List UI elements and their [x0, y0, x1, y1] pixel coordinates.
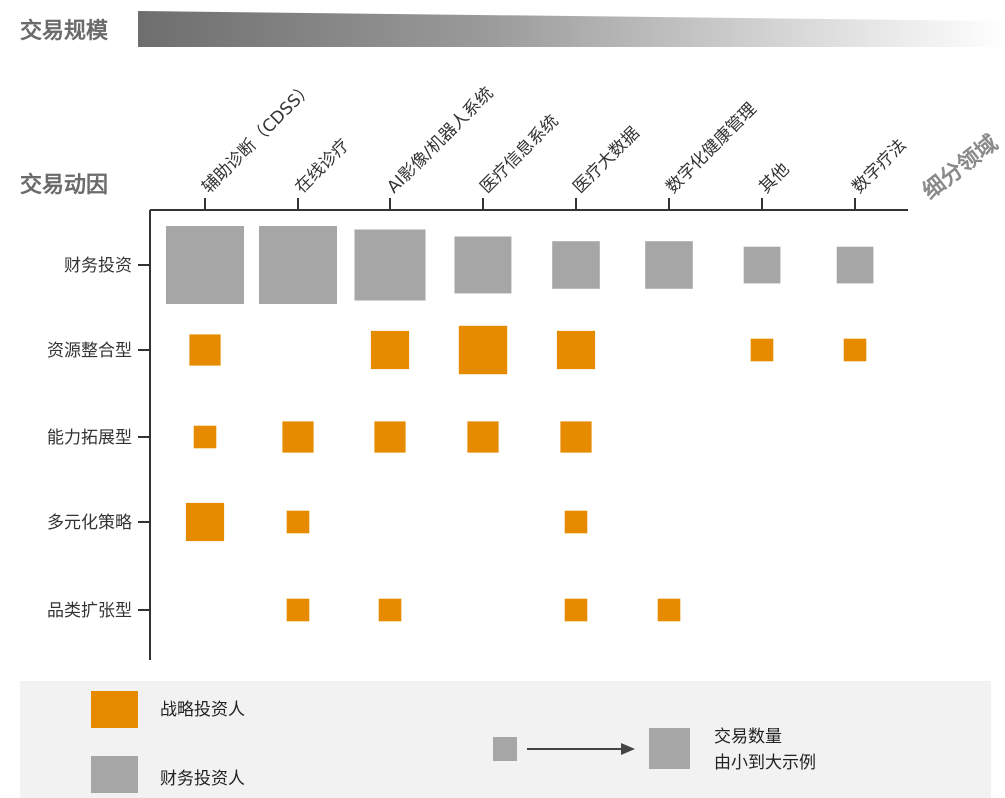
y-tick-label: 能力拓展型 [47, 428, 132, 448]
cell-square [286, 510, 310, 534]
legend-size-arrow-icon [527, 743, 635, 755]
cell-square [750, 338, 774, 362]
cell-square [843, 338, 867, 362]
legend-size-small-swatch [493, 737, 517, 761]
x-tick-label: 数字疗法 [848, 135, 910, 197]
x-tick-label: 其他 [755, 159, 793, 197]
cell-square [552, 241, 600, 289]
cell-square [189, 334, 221, 366]
legend-size-note-line2: 由小到大示例 [714, 753, 816, 773]
cell-square [560, 421, 592, 453]
cell-square [354, 229, 426, 301]
y-tick-label: 财务投资 [64, 256, 132, 276]
cell-square [564, 510, 588, 534]
cell-square [282, 421, 314, 453]
y-tick-label: 资源整合型 [47, 341, 132, 361]
cell-square [657, 598, 681, 622]
y-axis-title: 交易动因 [20, 172, 108, 198]
chart-cells [166, 226, 874, 622]
x-tick-label: 数字化健康管理 [662, 99, 760, 197]
cell-square [370, 330, 410, 370]
x-tick-label: 医疗大数据 [569, 123, 643, 197]
y-tick-label: 品类扩张型 [47, 601, 132, 621]
legend-strategic-label: 战略投资人 [160, 700, 245, 720]
title-banner: 交易规模 [0, 0, 1005, 50]
cell-square [185, 502, 225, 542]
cell-square [166, 226, 244, 304]
legend-panel: 战略投资人 财务投资人 交易数量 由小到大示例 [20, 681, 991, 798]
x-tick-label: 在线诊疗 [291, 135, 353, 197]
cell-square [564, 598, 588, 622]
cell-square [454, 236, 512, 294]
cell-square [458, 325, 508, 375]
cell-square [374, 421, 406, 453]
legend-size-note-line1: 交易数量 [714, 727, 782, 747]
cell-square [193, 425, 217, 449]
x-tick-label: 医疗信息系统 [476, 111, 562, 197]
cell-square [645, 241, 693, 289]
cell-square [836, 246, 874, 284]
chart-axes [149, 209, 908, 660]
legend-size-large-swatch [649, 728, 690, 769]
legend-financial-label: 财务投资人 [160, 769, 245, 789]
section-title: 交易规模 [20, 19, 109, 44]
legend-strategic-swatch [91, 691, 138, 728]
cell-square [467, 421, 499, 453]
y-tick-label: 多元化策略 [47, 513, 132, 533]
cell-square [259, 226, 337, 304]
cell-square [556, 330, 596, 370]
cell-square [378, 598, 402, 622]
x-axis-title: 细分领域 [918, 130, 1003, 205]
cell-square [743, 246, 781, 284]
cell-square [286, 598, 310, 622]
legend-financial-swatch [91, 756, 138, 793]
